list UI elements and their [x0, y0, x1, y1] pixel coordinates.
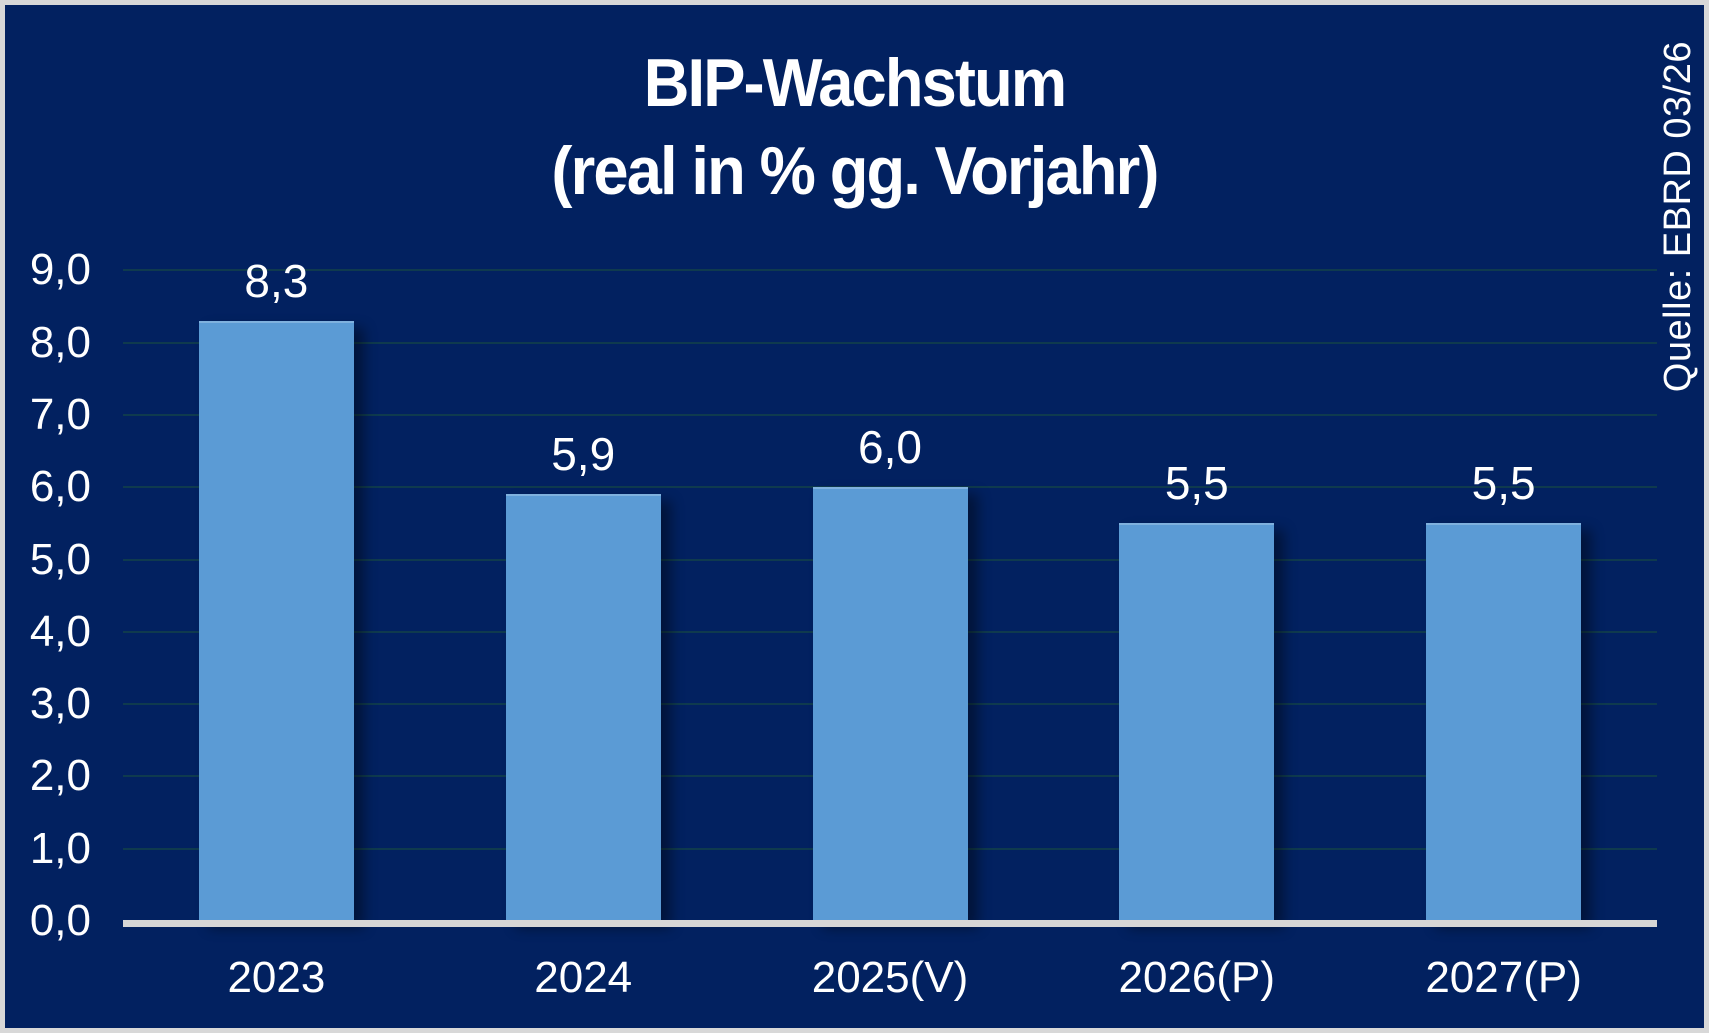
y-axis-tick-label: 8,0	[29, 317, 91, 367]
bar-value-label: 5,5	[1164, 457, 1229, 510]
x-axis-category-label: 2027(P)	[1425, 953, 1582, 1002]
y-axis-tick-label: 9,0	[29, 245, 91, 295]
y-axis-tick-label: 0,0	[29, 896, 91, 945]
bar-value-label: 8,3	[244, 254, 309, 307]
y-axis-tick-label: 4,0	[29, 606, 91, 656]
bar-2024	[505, 494, 661, 921]
bar-2027(P)	[1426, 523, 1582, 921]
bar-value-label: 5,9	[551, 428, 616, 481]
y-gridline	[123, 413, 1657, 416]
x-axis-category-label: 2023	[227, 953, 326, 1002]
x-axis-category-label: 2025(V)	[811, 953, 969, 1002]
bar-2026(P)	[1119, 523, 1275, 921]
bar-2023	[198, 320, 354, 921]
x-axis-category-label: 2024	[534, 953, 633, 1002]
bar-value-label: 6,0	[858, 421, 922, 474]
y-axis-tick-label: 1,0	[29, 823, 91, 873]
chart-title-line2: (real in % gg. Vorjahr)	[551, 133, 1159, 209]
chart-title-line1: BIP-Wachstum	[643, 45, 1067, 121]
y-gridline	[123, 269, 1657, 272]
y-gridline	[123, 341, 1657, 344]
y-axis-tick-label: 3,0	[29, 679, 91, 729]
bar-value-label: 5,5	[1471, 457, 1536, 510]
y-axis-tick-label: 5,0	[29, 534, 91, 584]
x-axis-category-label: 2026(P)	[1118, 953, 1276, 1002]
x-axis-line	[123, 920, 1657, 927]
bar-2025(V)	[812, 487, 968, 921]
chart-title: BIP-Wachstum (real in % gg. Vorjahr)	[5, 39, 1704, 215]
y-axis-tick-label: 6,0	[29, 462, 91, 512]
source-note: Quelle: EBRD 03/26	[1657, 41, 1699, 393]
y-axis-tick-label: 2,0	[29, 751, 91, 801]
y-axis-tick-label: 7,0	[29, 389, 91, 439]
